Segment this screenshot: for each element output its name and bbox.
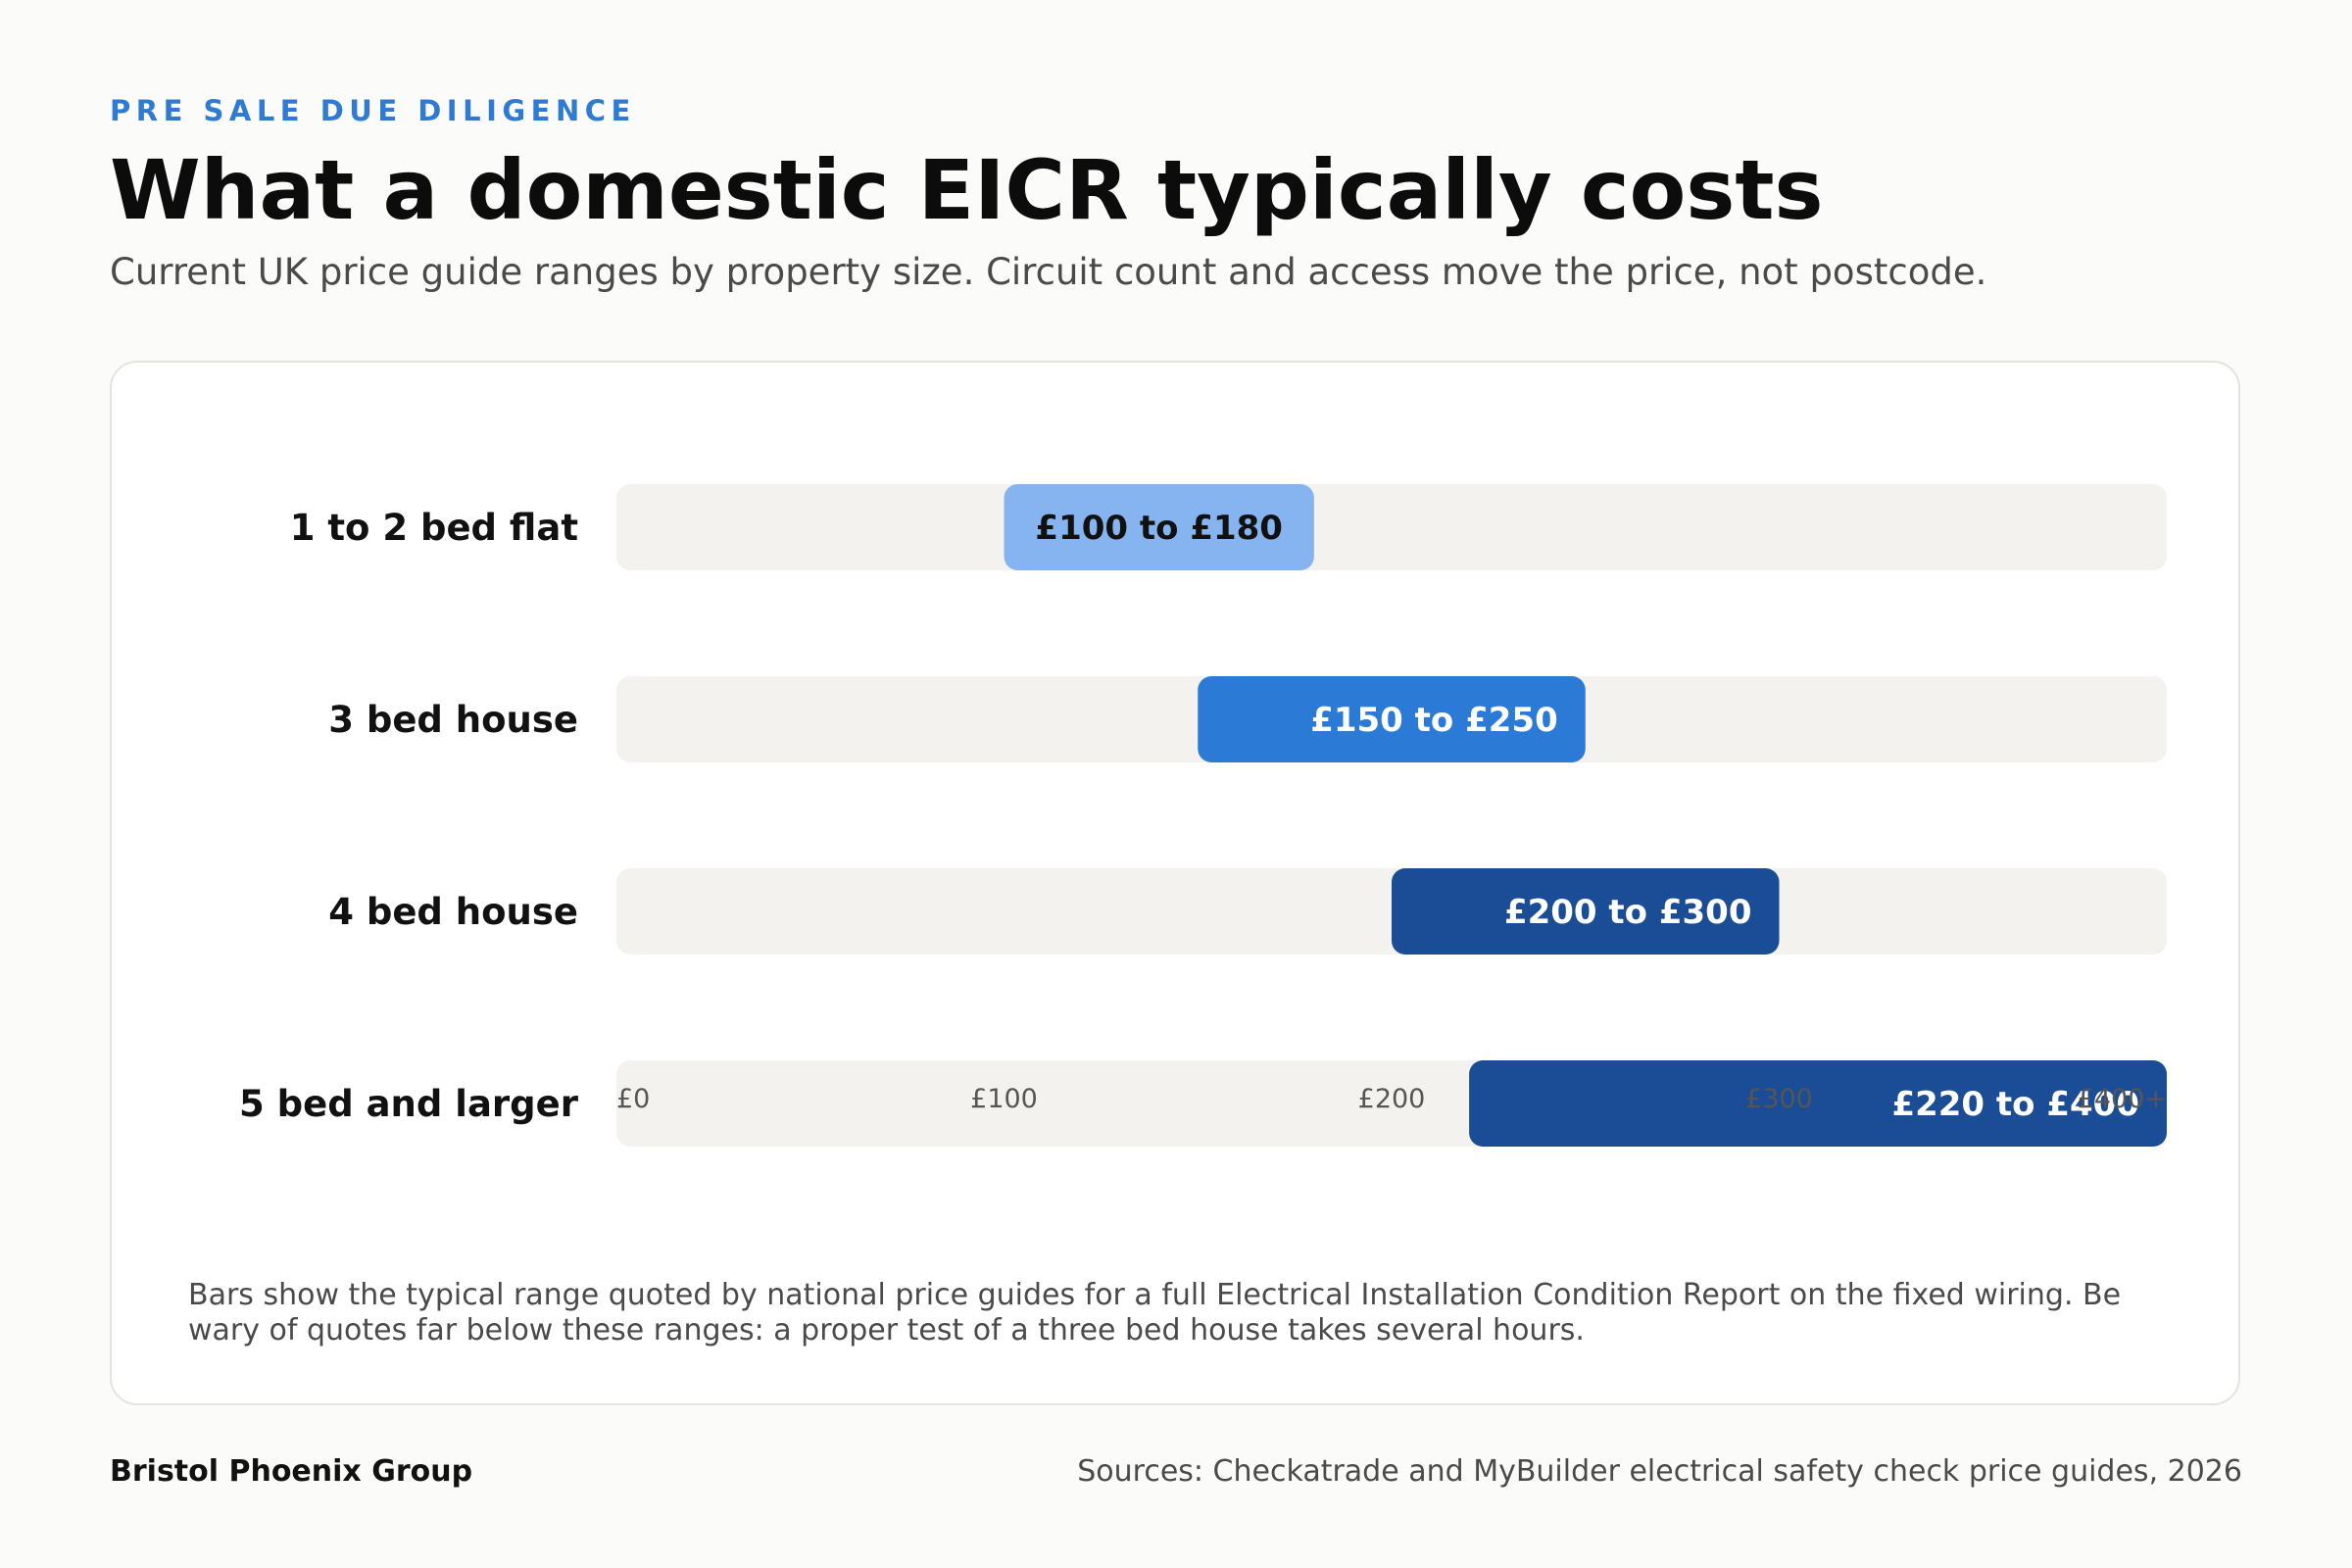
x-tick-label: £100 <box>970 1084 1038 1114</box>
category-label: 1 to 2 bed flat <box>290 507 578 549</box>
bar-value-label: £220 to £400 <box>1891 1085 2139 1124</box>
range-bar <box>1198 676 1586 762</box>
chart-note: Bars show the typical range quoted by na… <box>188 1278 2122 1348</box>
bar-track <box>616 484 2167 570</box>
x-tick-label: £200 <box>1358 1084 1426 1114</box>
category-label: 4 bed house <box>328 891 578 933</box>
bar-value-label: £100 to £180 <box>1035 509 1283 548</box>
bar-value-label: £200 to £300 <box>1504 893 1752 932</box>
range-bar <box>1469 1060 2167 1147</box>
page-title: What a domestic EICR typically costs <box>110 142 1824 238</box>
category-label: 5 bed and larger <box>239 1083 579 1125</box>
range-bar-chart: 1 to 2 bed flat £100 to £180 3 bed house £1… <box>239 484 2167 1147</box>
eyebrow: PRE SALE DUE DILIGENCE <box>110 94 636 127</box>
range-bar <box>1392 868 1780 955</box>
brand-name: Bristol Phoenix Group <box>110 1454 473 1489</box>
bar-value-label: £150 to £250 <box>1310 701 1558 740</box>
range-bar <box>1004 484 1314 570</box>
chart-card: 1 to 2 bed flat £100 to £180 3 bed house £1… <box>110 361 2240 1405</box>
page-subtitle: Current UK price guide ranges by propert… <box>110 251 1987 293</box>
sources-note: Sources: Checkatrade and MyBuilder elect… <box>1077 1454 2242 1489</box>
x-tick-label: £300 <box>1745 1084 1813 1114</box>
x-tick-label: £400+ <box>2078 1084 2167 1114</box>
x-tick-label: £0 <box>616 1084 650 1114</box>
category-label: 3 bed house <box>328 699 578 741</box>
